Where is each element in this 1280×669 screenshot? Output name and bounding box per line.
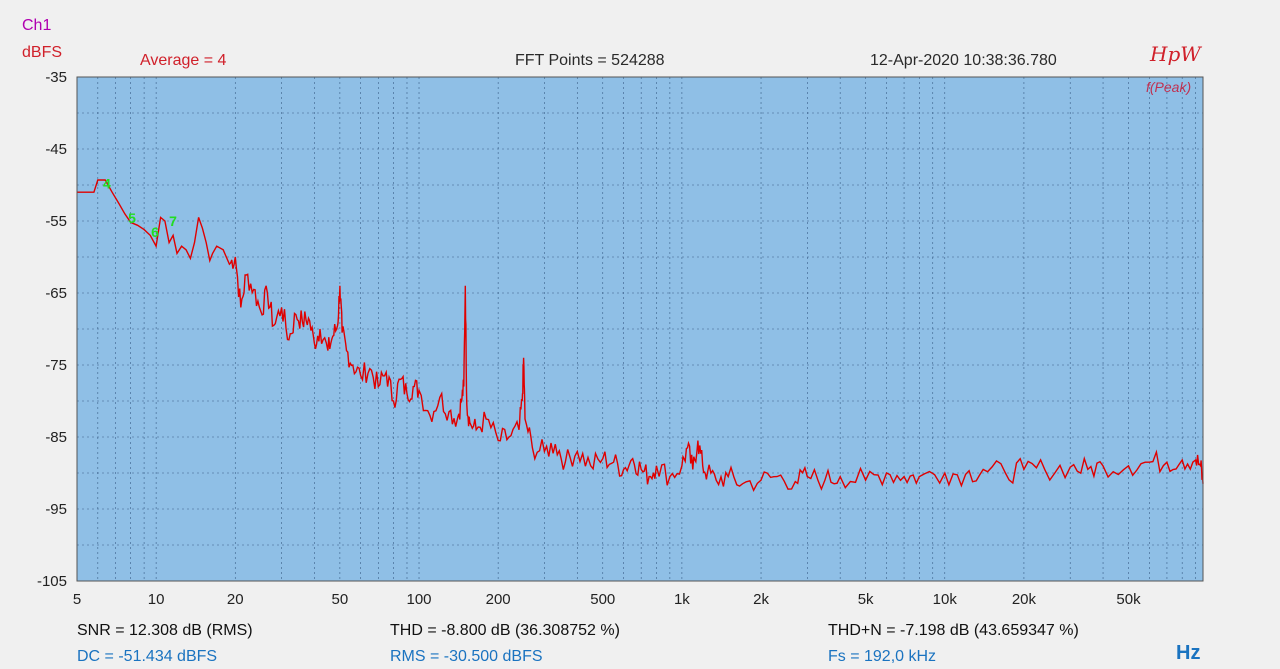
rms-readout: RMS = -30.500 dBFS <box>390 648 543 665</box>
x-tick-label: 500 <box>590 591 615 608</box>
harmonic-label: 5 <box>128 210 136 226</box>
brand-logo: HpW <box>1150 42 1201 66</box>
detector-mode-label: f(Peak) <box>1146 79 1192 95</box>
fs-readout: Fs = 192,0 kHz <box>828 648 937 665</box>
x-tick-label: 200 <box>486 591 511 608</box>
dc-readout: DC = -51.434 dBFS <box>77 648 218 665</box>
y-tick-label: -45 <box>45 141 67 158</box>
x-tick-label: 5 <box>73 591 81 608</box>
x-tick-label: 10k <box>933 591 958 608</box>
x-tick-label: 10 <box>148 591 165 608</box>
y-tick-label: -65 <box>45 285 67 302</box>
x-tick-label: 100 <box>407 591 432 608</box>
grid-lines <box>76 76 1203 582</box>
harmonic-markers: 4 567 <box>103 176 177 240</box>
spectrum-trace <box>77 179 1204 492</box>
timestamp-label: 12-Apr-2020 10:38:36.780 <box>870 52 1057 69</box>
y-unit-label: dBFS <box>22 44 63 61</box>
x-tick-label: 2k <box>753 591 769 608</box>
y-tick-label: -35 <box>45 69 67 86</box>
harmonic-label: 7 <box>169 213 177 229</box>
x-tick-label: 50k <box>1116 591 1141 608</box>
harmonic-label: 6 <box>151 224 159 240</box>
thdn-readout: THD+N = -7.198 dB (43.659347 %) <box>828 622 1079 639</box>
x-tick-label: 5k <box>858 591 874 608</box>
y-axis-ticks: -35 -45 -55 -65 -75 -85 -95 -105 <box>37 69 67 590</box>
y-tick-label: -95 <box>45 501 67 518</box>
x-tick-label: 20k <box>1012 591 1037 608</box>
y-tick-label: -55 <box>45 213 67 230</box>
x-tick-label: 50 <box>332 591 349 608</box>
x-tick-label: 1k <box>674 591 690 608</box>
x-unit-label: Hz <box>1176 642 1201 664</box>
harmonic-label: 4 <box>103 176 111 192</box>
snr-readout: SNR = 12.308 dB (RMS) <box>77 622 253 639</box>
thd-readout: THD = -8.800 dB (36.308752 %) <box>390 622 620 639</box>
fft-points-label: FFT Points = 524288 <box>515 52 665 69</box>
x-tick-label: 20 <box>227 591 244 608</box>
average-label: Average = 4 <box>140 52 227 69</box>
y-tick-label: -75 <box>45 357 67 374</box>
x-axis-ticks: 5 10 20 50 100 200 500 1k 2k 5k 10k 20k 50k <box>73 591 1141 608</box>
y-tick-label: -85 <box>45 429 67 446</box>
plot-border <box>76 76 1204 582</box>
plot-area <box>77 77 1203 581</box>
y-tick-label: -105 <box>37 573 67 590</box>
channel-label: Ch1 <box>22 17 52 34</box>
